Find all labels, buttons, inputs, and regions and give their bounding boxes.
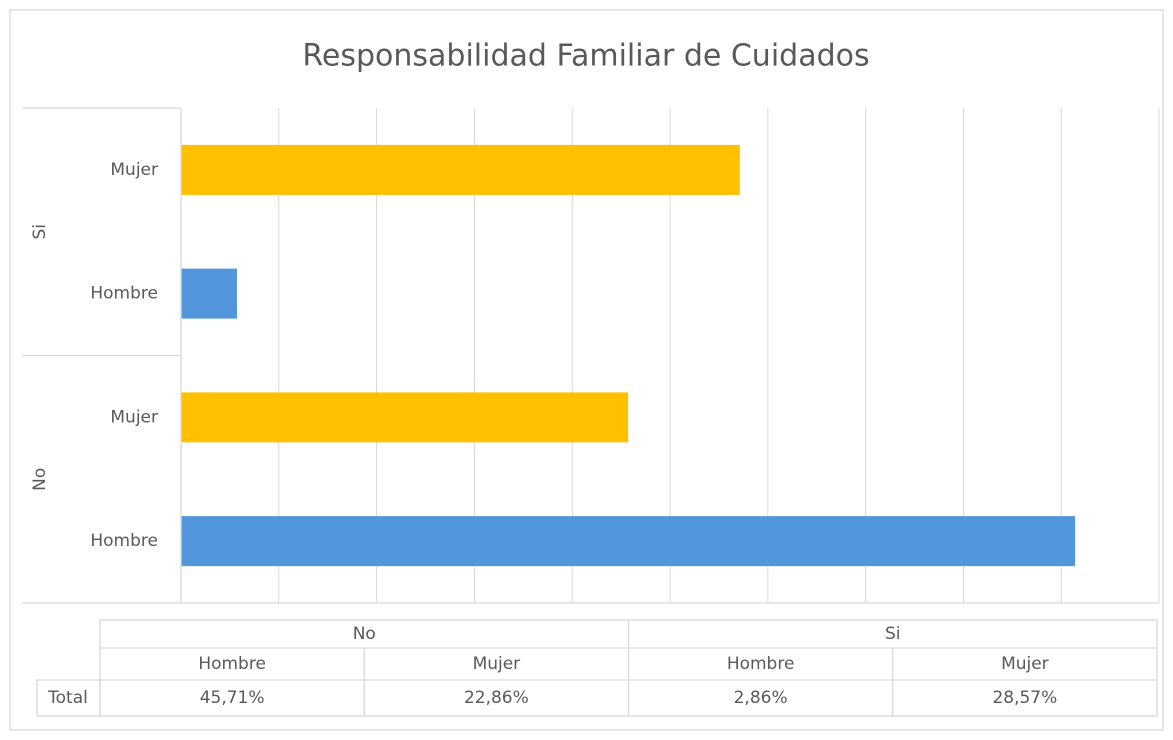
group-label: Si: [30, 224, 50, 240]
table-value: 22,86%: [464, 688, 529, 708]
chart-title: Responsabilidad Familiar de Cuidados: [302, 39, 869, 74]
table-category: Mujer: [1001, 654, 1049, 674]
table-category: Hombre: [198, 654, 266, 674]
chart-border: [9, 9, 1164, 731]
table-group: Si: [885, 624, 901, 644]
table-value: 28,57%: [992, 688, 1057, 708]
y-tick-label: Hombre: [90, 284, 158, 304]
bar: [181, 268, 237, 319]
bar: [181, 144, 740, 195]
bar: [181, 516, 1076, 567]
table-group: No: [353, 624, 376, 644]
table-value: 2,86%: [734, 688, 788, 708]
bar: [181, 392, 629, 443]
table-border: [36, 679, 101, 717]
table-value: 45,71%: [200, 688, 265, 708]
table-category: Mujer: [473, 654, 521, 674]
y-tick-label: Mujer: [110, 407, 158, 427]
group-label: No: [30, 468, 50, 491]
legend-label: Total: [47, 688, 88, 708]
table-category: Hombre: [727, 654, 795, 674]
y-tick-label: Mujer: [110, 160, 158, 180]
y-tick-label: Hombre: [90, 531, 158, 551]
